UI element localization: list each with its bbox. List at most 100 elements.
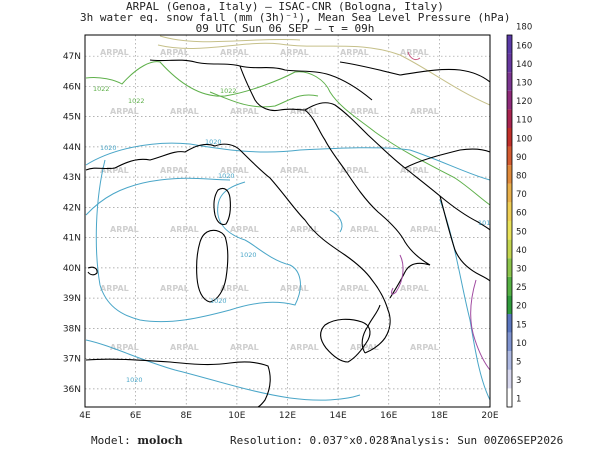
- colorbar-tick-25: 25: [516, 283, 527, 293]
- colorbar-tick-120: 120: [516, 97, 532, 107]
- coast-north-africa: [86, 359, 270, 407]
- colorbar-tick-40: 40: [516, 246, 527, 256]
- watermark-text: ARPAL: [340, 48, 369, 57]
- colorbar-tick-70: 70: [516, 190, 527, 200]
- lon-label-20E: 20E: [481, 411, 498, 421]
- isobar-label: 1018: [478, 219, 495, 227]
- isobar-label: 1020: [100, 144, 117, 152]
- colorbar-tick-3: 3: [516, 376, 521, 386]
- watermark-text: ARPAL: [340, 166, 369, 175]
- colorbar: 1 3 5 10 15 20 25 30 40 50 60 70 80 90 100 110 120 130 140…: [507, 23, 532, 407]
- isobar-label: 1020: [205, 138, 222, 146]
- colorbar-tick-90: 90: [516, 153, 527, 163]
- colorbar-segment: [507, 295, 512, 314]
- colorbar-tick-160: 160: [516, 41, 532, 51]
- watermark-text: ARPAL: [350, 225, 379, 234]
- isobar-label: 1020: [218, 172, 235, 180]
- lat-label-46N: 46N: [63, 82, 81, 92]
- watermark-text: ARPAL: [290, 107, 319, 116]
- watermark-text: ARPAL: [160, 284, 189, 293]
- footer-resolution: Resolution: 0.037°x0.028°: [230, 434, 396, 447]
- watermark-text: ARPAL: [160, 166, 189, 175]
- lat-label-43N: 43N: [63, 173, 81, 183]
- coast-italy-east: [305, 110, 430, 298]
- colorbar-segment: [507, 221, 512, 240]
- colorbar-tick-50: 50: [516, 227, 527, 237]
- watermark-text: ARPAL: [410, 107, 439, 116]
- arpal-watermarks: ARPAL ARPAL ARPAL ARPAL ARPAL ARPAL ARPAL ARPAL…: [100, 48, 439, 352]
- watermark-text: ARPAL: [280, 166, 309, 175]
- isobar-north-olive-2: [160, 36, 300, 42]
- colorbar-segment: [507, 258, 512, 277]
- colorbar-segment: [507, 72, 512, 91]
- footer-model: Model: moloch: [91, 434, 183, 447]
- lat-label-44N: 44N: [63, 143, 81, 153]
- lat-label-39N: 39N: [63, 294, 81, 304]
- watermark-text: ARPAL: [170, 107, 199, 116]
- isobar-1020-blue-west: [86, 178, 230, 215]
- watermark-text: ARPAL: [230, 343, 259, 352]
- colorbar-tick-80: 80: [516, 172, 527, 182]
- colorbar-segment: [507, 333, 512, 352]
- colorbar-segment: [507, 388, 512, 407]
- border-north: [340, 62, 490, 82]
- isobar-label: 1022: [220, 87, 237, 95]
- isobar-label: 1020: [240, 251, 257, 259]
- colorbar-tick-60: 60: [516, 209, 527, 219]
- watermark-text: ARPAL: [110, 225, 139, 234]
- coast-corsica: [214, 188, 230, 224]
- colorbar-segment: [507, 128, 512, 147]
- watermark-text: ARPAL: [170, 225, 199, 234]
- lon-label-12E: 12E: [279, 411, 296, 421]
- colorbar-tick-180: 180: [516, 23, 532, 33]
- lon-label-18E: 18E: [431, 411, 448, 421]
- colorbar-segment: [507, 351, 512, 370]
- watermark-text: ARPAL: [230, 225, 259, 234]
- watermark-text: ARPAL: [400, 48, 429, 57]
- isobar-labels: 1022 1022 1022 1020 1020 1020 1020 1020 1020 1018: [93, 85, 495, 384]
- lon-label-4E: 4E: [79, 411, 91, 421]
- watermark-text: ARPAL: [340, 284, 369, 293]
- isobar-label: 1022: [128, 97, 145, 105]
- watermark-text: ARPAL: [280, 48, 309, 57]
- watermark-text: ARPAL: [400, 284, 429, 293]
- colorbar-tick-5: 5: [516, 358, 521, 368]
- watermark-text: ARPAL: [110, 343, 139, 352]
- lat-label-40N: 40N: [63, 264, 81, 274]
- border-alps-2: [240, 66, 305, 111]
- colorbar-tick-30: 30: [516, 265, 527, 275]
- lon-label-6E: 6E: [130, 411, 142, 421]
- watermark-text: ARPAL: [410, 343, 439, 352]
- lat-label-45N: 45N: [63, 113, 81, 123]
- colorbar-tick-10: 10: [516, 339, 527, 349]
- isobar-north-olive: [158, 43, 490, 105]
- watermark-text: ARPAL: [280, 284, 309, 293]
- watermark-text: ARPAL: [290, 225, 319, 234]
- isobar-label: 1020: [210, 297, 227, 305]
- colorbar-segment: [507, 370, 512, 389]
- isobar-1018-blue-east: [440, 200, 490, 400]
- footer-analysis: Analysis: Sun 00Z06SEP2026: [391, 434, 563, 447]
- model-name: moloch: [137, 434, 182, 447]
- colorbar-segment: [507, 240, 512, 259]
- colorbar-segment: [507, 184, 512, 203]
- colorbar-tick-140: 140: [516, 60, 532, 70]
- watermark-text: ARPAL: [100, 166, 129, 175]
- watermark-text: ARPAL: [290, 343, 319, 352]
- coast-istria-adriatic: [305, 103, 490, 230]
- colorbar-tick-100: 100: [516, 134, 532, 144]
- colorbar-tick-130: 130: [516, 79, 532, 89]
- watermark-text: ARPAL: [410, 225, 439, 234]
- lon-label-8E: 8E: [181, 411, 193, 421]
- lat-label-41N: 41N: [63, 234, 81, 244]
- coast-albania-greece: [440, 196, 490, 281]
- lon-label-14E: 14E: [330, 411, 347, 421]
- lat-label-47N: 47N: [63, 52, 81, 62]
- colorbar-segment: [507, 109, 512, 128]
- purple-contour-east: [471, 280, 490, 370]
- colorbar-tick-110: 110: [516, 116, 532, 126]
- colorbar-segment: [507, 35, 512, 54]
- isobar-1020-blue-loop: [96, 160, 300, 322]
- watermark-text: ARPAL: [170, 343, 199, 352]
